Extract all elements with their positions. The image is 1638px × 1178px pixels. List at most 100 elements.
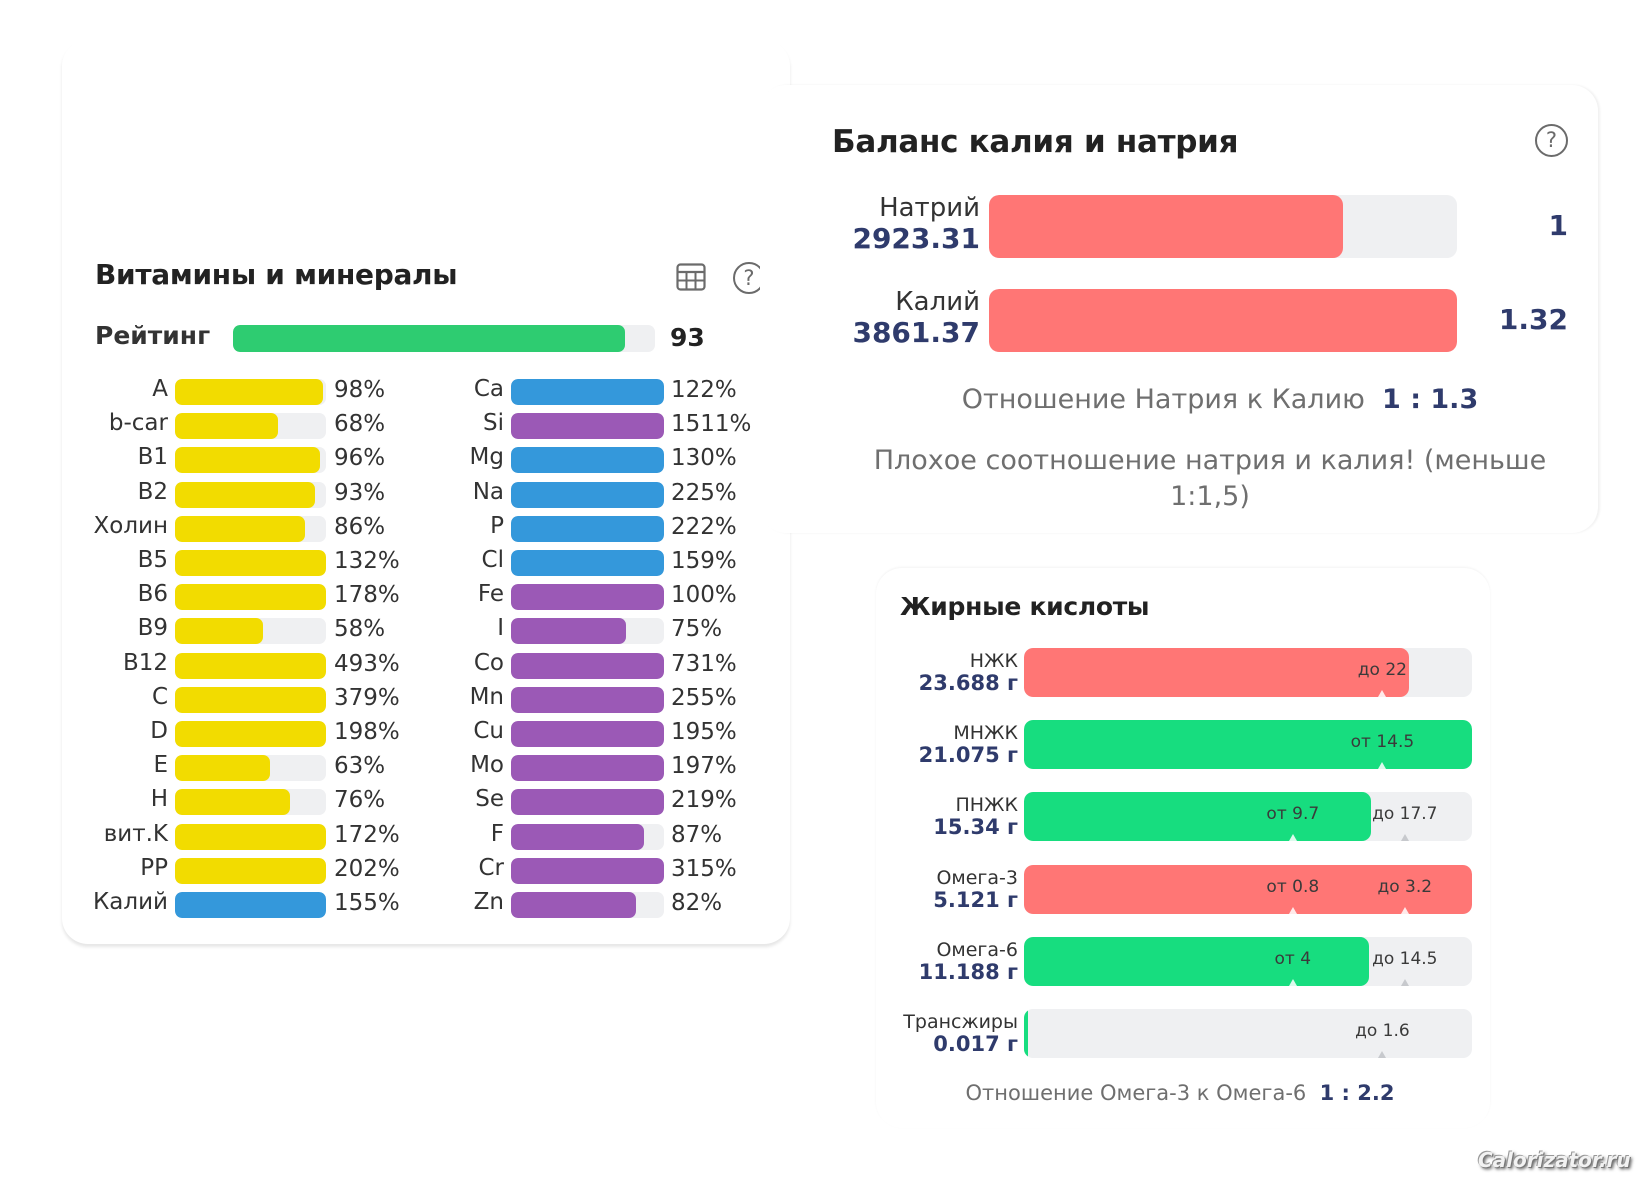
nutrient-bar-fill <box>175 584 326 611</box>
nutrient-bar-fill <box>175 447 320 474</box>
range-tick <box>1288 978 1297 986</box>
balance-bar-fill <box>989 289 1457 352</box>
nutrient-percent: 731% <box>671 650 737 677</box>
fatty-label-group: МНЖК 21.075 г <box>880 722 1018 768</box>
fatty-bar-fill <box>1024 864 1472 914</box>
nutrient-label: P <box>490 512 504 539</box>
range-tick <box>1288 834 1297 842</box>
nutrient-bar <box>175 686 326 713</box>
balance-name: Калий <box>895 287 980 317</box>
balance-amount: 2923.31 <box>852 222 980 255</box>
nutrient-percent: 58% <box>334 616 386 643</box>
nutrient-label: Холин <box>93 512 168 539</box>
balance-card-title: Баланс калия и натрия <box>832 124 1239 160</box>
vitamins-card-title: Витамины и минералы <box>95 258 458 291</box>
nutrient-percent: 159% <box>671 548 737 574</box>
nutrient-percent: 255% <box>671 684 737 711</box>
nutrient-percent: 198% <box>334 719 400 745</box>
nutrient-bar-fill <box>175 379 323 405</box>
nutrient-bar <box>175 481 326 508</box>
nutrient-bar-fill <box>511 755 664 782</box>
nutrient-bar <box>175 755 326 782</box>
fatty-bar-fill <box>1024 792 1372 842</box>
nutrient-bar-fill <box>511 652 664 679</box>
nutrient-bar <box>175 892 326 918</box>
nutrient-bar-fill <box>511 721 664 747</box>
nutrient-bar-fill <box>511 892 637 918</box>
fatty-bar: от 14.5 <box>1024 720 1472 770</box>
fatty-bar-fill <box>1024 1009 1028 1058</box>
fatty-label-group: ПНЖК 15.34 г <box>880 794 1018 840</box>
omega-ratio: Отношение Омега-3 к Омега-6 1 : 2.2 <box>900 1081 1460 1105</box>
nutrient-bar <box>511 755 664 782</box>
nutrient-percent: 132% <box>334 548 400 574</box>
nutrient-label: Si <box>483 410 504 437</box>
nutrient-label: E <box>153 752 168 779</box>
fatty-amount: 23.688 г <box>918 671 1018 695</box>
fatty-bar: от 4 до 14.5 <box>1024 936 1472 986</box>
nutrient-percent: 98% <box>334 377 386 403</box>
range-mark-label: до 3.2 <box>1377 876 1433 897</box>
nutrient-label: вит.K <box>103 820 168 847</box>
nutrient-bar-fill <box>175 755 271 782</box>
range-tick <box>1400 906 1409 914</box>
range-mark-label: от 4 <box>1274 948 1312 969</box>
nutrient-bar <box>175 618 326 645</box>
nutrient-percent: 100% <box>671 582 737 609</box>
balance-help-button[interactable]: ? <box>1535 124 1568 157</box>
nutrient-bar <box>175 857 326 884</box>
nutrient-bar <box>175 447 326 474</box>
fatty-bar: до 22 <box>1024 648 1472 697</box>
nutrient-bar <box>511 515 664 542</box>
nutrient-label: Se <box>475 786 504 813</box>
nutrient-bar <box>511 413 664 440</box>
fatty-label-group: Трансжиры 0.017 г <box>880 1011 1018 1057</box>
nutrient-percent: 202% <box>334 855 400 882</box>
nutrient-percent: 197% <box>671 753 737 780</box>
nutrient-label: Na <box>472 478 504 505</box>
nutrient-label: Fe <box>477 581 504 608</box>
table-view-button[interactable] <box>675 262 707 292</box>
nutrient-label: H <box>150 786 168 813</box>
nutrient-bar <box>511 550 664 576</box>
nutrient-bar <box>511 618 664 645</box>
nutrient-bar <box>511 686 664 713</box>
nutrient-bar <box>511 447 664 474</box>
range-mark-label: до 17.7 <box>1372 804 1438 825</box>
nutrient-percent: 76% <box>334 787 386 814</box>
range-mark-label: до 22 <box>1357 660 1407 680</box>
nutrient-label: B5 <box>137 547 168 573</box>
nutrient-bar-fill <box>511 413 664 440</box>
nutrient-bar <box>175 515 326 542</box>
nutrient-percent: 222% <box>671 513 737 540</box>
nutrient-label: Ca <box>473 376 504 402</box>
fatty-name: Омега-3 <box>936 866 1018 889</box>
fatty-bar: от 0.8 до 3.2 <box>1024 864 1472 914</box>
rating-label: Рейтинг <box>95 321 211 350</box>
balance-name: Натрий <box>879 193 980 223</box>
balance-ratio: 1 <box>1548 209 1568 242</box>
nutrient-bar <box>511 823 664 850</box>
nutrient-percent: 87% <box>671 821 723 848</box>
fatty-label-group: Омега-3 5.121 г <box>880 867 1018 913</box>
balance-bar <box>989 289 1457 352</box>
rating-bar <box>233 325 655 352</box>
nutrient-bar-fill <box>175 413 278 440</box>
ratio-label: Отношение Натрия к Калию <box>961 384 1365 415</box>
fatty-name: НЖК <box>969 650 1018 672</box>
balance-amount: 3861.37 <box>852 316 980 349</box>
nutrient-bar <box>175 550 326 576</box>
nutrient-bar-fill <box>511 618 626 645</box>
fatty-label-group: Омега-6 11.188 г <box>880 939 1018 985</box>
nutrient-bar-fill <box>511 857 664 884</box>
nutrient-bar-fill <box>511 515 664 542</box>
nutrient-percent: 315% <box>671 855 737 882</box>
nutrient-label: Cr <box>478 854 504 881</box>
nutrient-percent: 219% <box>671 787 737 814</box>
nutrient-percent: 195% <box>671 719 737 745</box>
nutrient-label: PP <box>140 854 168 881</box>
nutrient-bar-fill <box>175 481 316 508</box>
nutrient-percent: 379% <box>334 684 400 711</box>
nutrient-label: Co <box>473 649 504 676</box>
fatty-bar-fill <box>1024 720 1472 770</box>
